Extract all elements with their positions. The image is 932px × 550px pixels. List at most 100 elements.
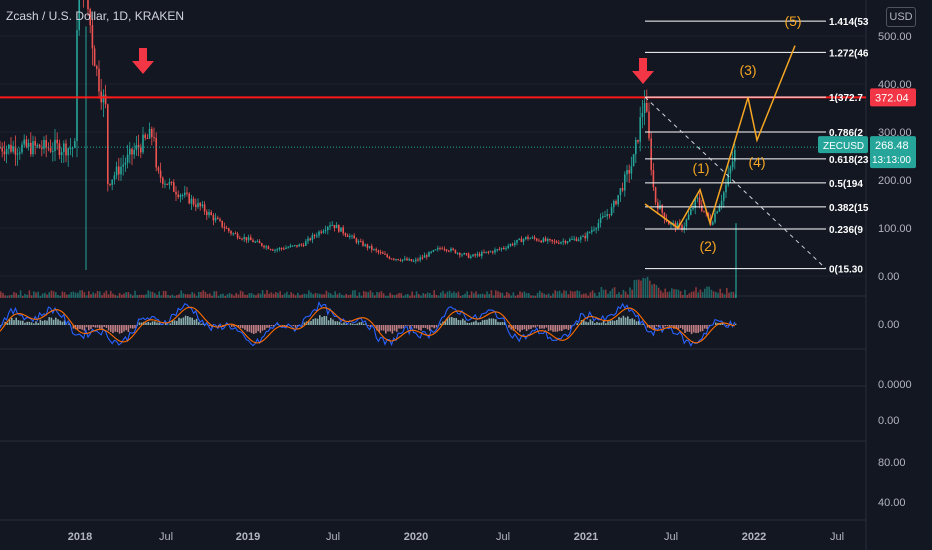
volume-bar	[484, 294, 486, 298]
histogram-bar	[481, 320, 484, 325]
volume-bar	[723, 294, 726, 298]
histogram-bar	[391, 325, 394, 334]
candle-body	[432, 250, 435, 252]
wave-label-4: (4)	[748, 154, 765, 170]
volume-bar	[169, 295, 171, 298]
volume-bar	[233, 295, 235, 298]
volume-bar	[666, 291, 669, 298]
volume-bar	[272, 293, 275, 298]
volume-bar	[118, 292, 121, 298]
candle-body	[109, 184, 111, 186]
candle-body	[685, 219, 688, 227]
candle-body	[412, 260, 415, 262]
volume-bar	[167, 294, 169, 298]
histogram-bar	[303, 322, 306, 325]
candle-body	[157, 167, 160, 171]
candle-body	[1, 147, 3, 152]
volume-bar	[642, 277, 644, 298]
histogram-bar	[657, 325, 660, 328]
candle-body	[408, 259, 410, 261]
histogram-bar	[539, 325, 541, 329]
candle-body	[723, 192, 725, 201]
volume-bar	[26, 294, 28, 298]
candle-body	[646, 102, 648, 112]
volume-bar	[653, 283, 655, 298]
histogram-bar	[147, 321, 149, 325]
candle-body	[661, 205, 663, 213]
histogram-bar	[664, 325, 666, 327]
volume-bar	[675, 289, 677, 298]
time-axis-label: Jul	[830, 531, 844, 543]
volume-bar	[587, 295, 589, 298]
candle-body	[357, 241, 360, 243]
candle-body	[236, 233, 239, 238]
volume-bar	[556, 291, 559, 298]
volume-bar	[424, 293, 427, 298]
histogram-bar	[715, 322, 717, 325]
candle-body	[509, 244, 512, 246]
volume-bar	[33, 291, 35, 298]
histogram-bar	[297, 325, 299, 327]
histogram-bar	[145, 322, 147, 325]
candle-body	[258, 241, 261, 244]
volume-bar	[646, 276, 649, 298]
candle-body	[399, 260, 402, 262]
candle-body	[219, 218, 221, 221]
candle-body	[349, 235, 351, 237]
volume-bar	[83, 292, 86, 298]
volume-bar	[198, 291, 200, 298]
volume-bar	[19, 290, 22, 298]
volume-bar	[319, 293, 321, 298]
histogram-bar	[550, 325, 552, 331]
candle-body	[63, 143, 65, 152]
candle-body	[542, 238, 545, 243]
histogram-bar	[261, 325, 264, 331]
volume-bar	[521, 292, 523, 298]
histogram-bar	[640, 324, 642, 325]
candle-body	[129, 148, 131, 155]
candle-body	[527, 236, 529, 239]
time-axis-label: 2018	[68, 531, 92, 543]
wave-label-5: (5)	[784, 13, 801, 29]
histogram-bar	[140, 322, 143, 325]
time-axis-label: 2019	[236, 531, 260, 543]
histogram-bar	[418, 325, 420, 330]
fib-level-label: 0.382(15	[829, 203, 869, 214]
candle-body	[560, 242, 562, 244]
candle-body	[615, 201, 617, 205]
volume-bar	[74, 292, 77, 298]
volume-bar	[28, 290, 31, 298]
volume-bar	[162, 290, 165, 298]
volume-bar	[627, 294, 629, 298]
volume-bar	[534, 295, 537, 298]
candle-body	[335, 225, 338, 229]
volume-bar	[539, 290, 541, 298]
histogram-bar	[466, 322, 468, 325]
histogram-bar	[4, 321, 6, 325]
elliott-wave-path[interactable]	[644, 45, 796, 230]
fib-trend-line[interactable]	[644, 96, 827, 270]
candle-body	[562, 240, 564, 243]
bar-countdown: 13:13:00	[872, 155, 911, 166]
candle-body	[630, 166, 633, 174]
price-axis-tick: 500.00	[878, 31, 912, 43]
candle-body	[190, 198, 193, 204]
volume-bar	[437, 295, 440, 298]
volume-bar	[512, 292, 515, 298]
candle-body	[206, 211, 208, 216]
candle-body	[91, 25, 94, 49]
histogram-bar	[448, 317, 451, 325]
currency-button[interactable]: USD	[886, 7, 916, 27]
candle-body	[505, 248, 507, 250]
candle-body	[203, 204, 206, 212]
candle-body	[43, 139, 45, 149]
candle-body	[467, 253, 470, 258]
time-axis-label: 2022	[742, 531, 766, 543]
histogram-bar	[734, 323, 737, 325]
histogram-bar	[503, 321, 506, 325]
candle-body	[142, 134, 144, 153]
volume-bar	[671, 288, 673, 298]
histogram-bar	[415, 325, 418, 329]
